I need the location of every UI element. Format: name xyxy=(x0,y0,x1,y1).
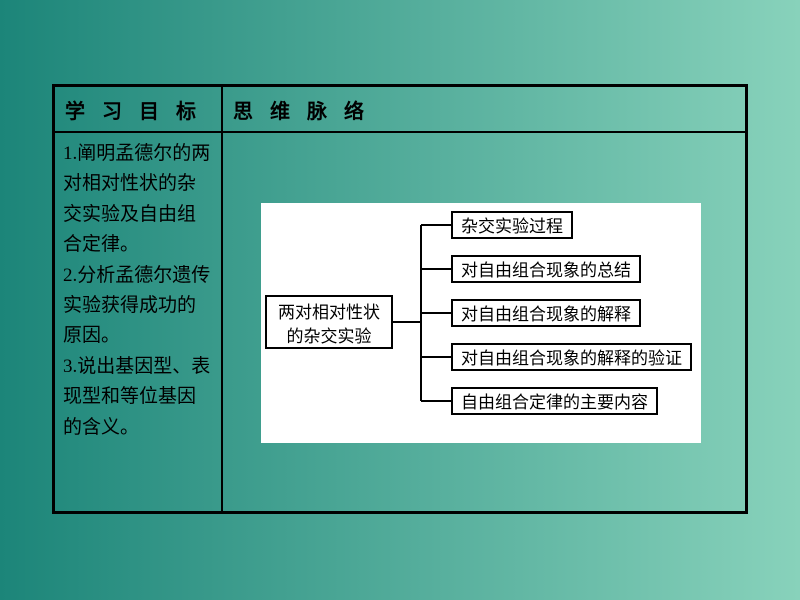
concept-diagram: 两对相对性状的杂交实验 杂交实验过程对自由组合现象的总结对自由组合现象的解释对自由… xyxy=(261,203,701,443)
leaf-node: 对自由组合现象的总结 xyxy=(451,255,641,283)
content-table: 学 习 目 标思 维 脉 络1.阐明孟德尔的两对相对性状的杂交实验及自由组合定律… xyxy=(52,84,748,514)
leaf-node: 杂交实验过程 xyxy=(451,211,573,239)
objective-item: 1.阐明孟德尔的两对相对性状的杂交实验及自由组合定律。 xyxy=(63,139,213,261)
root-node-line: 的杂交实验 xyxy=(275,325,383,349)
objective-item: 2.分析孟德尔遗传实验获得成功的原因。 xyxy=(63,261,213,352)
leaf-node: 对自由组合现象的解释 xyxy=(451,299,641,327)
leaf-node: 对自由组合现象的解释的验证 xyxy=(451,343,692,371)
header-mind-map: 思 维 脉 络 xyxy=(223,87,745,131)
header-learning-objectives: 学 习 目 标 xyxy=(55,87,223,131)
leaf-node: 自由组合定律的主要内容 xyxy=(451,387,658,415)
root-node: 两对相对性状的杂交实验 xyxy=(265,295,393,349)
objective-item: 3.说出基因型、表现型和等位基因的含义。 xyxy=(63,352,213,443)
root-node-line: 两对相对性状 xyxy=(275,301,383,325)
diagram-cell: 两对相对性状的杂交实验 杂交实验过程对自由组合现象的总结对自由组合现象的解释对自由… xyxy=(223,133,745,513)
objectives-cell: 1.阐明孟德尔的两对相对性状的杂交实验及自由组合定律。2.分析孟德尔遗传实验获得… xyxy=(55,133,223,513)
